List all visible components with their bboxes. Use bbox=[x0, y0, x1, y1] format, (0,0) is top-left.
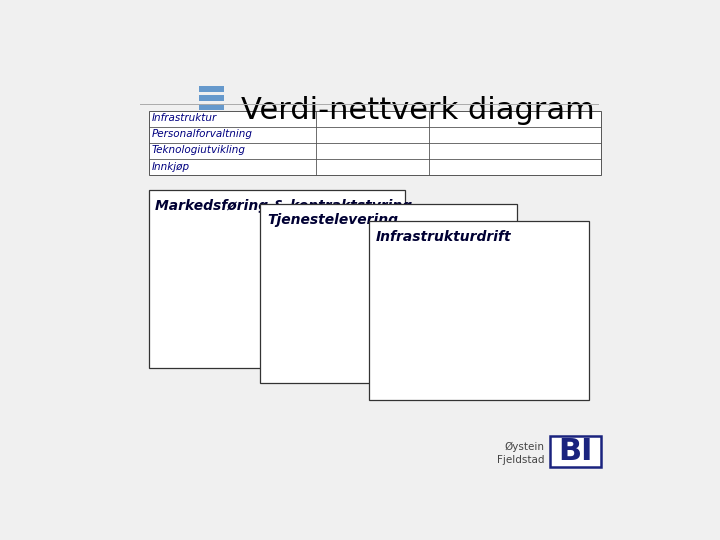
Text: Verdi-nettverk diagram: Verdi-nettverk diagram bbox=[240, 96, 595, 125]
Text: Infrastruktur: Infrastruktur bbox=[152, 113, 217, 123]
Bar bbox=[369, 221, 590, 400]
Text: Tjenestelevering: Tjenestelevering bbox=[267, 213, 398, 227]
Bar bbox=[148, 190, 405, 368]
Text: Øystein
Fjeldstad: Øystein Fjeldstad bbox=[498, 442, 545, 465]
Bar bbox=[199, 104, 224, 110]
Text: Teknologiutvikling: Teknologiutvikling bbox=[152, 145, 246, 156]
Bar bbox=[260, 204, 517, 383]
Text: Innkjøp: Innkjøp bbox=[152, 161, 190, 172]
Text: Personalforvaltning: Personalforvaltning bbox=[152, 130, 253, 139]
Text: Markedsføring & kontraktstyring: Markedsføring & kontraktstyring bbox=[156, 199, 413, 213]
Bar bbox=[550, 436, 600, 467]
Bar bbox=[148, 111, 600, 175]
Bar bbox=[199, 85, 224, 92]
Bar bbox=[199, 94, 224, 101]
Text: BI: BI bbox=[558, 437, 593, 466]
Text: Infrastrukturdrift: Infrastrukturdrift bbox=[376, 230, 511, 244]
